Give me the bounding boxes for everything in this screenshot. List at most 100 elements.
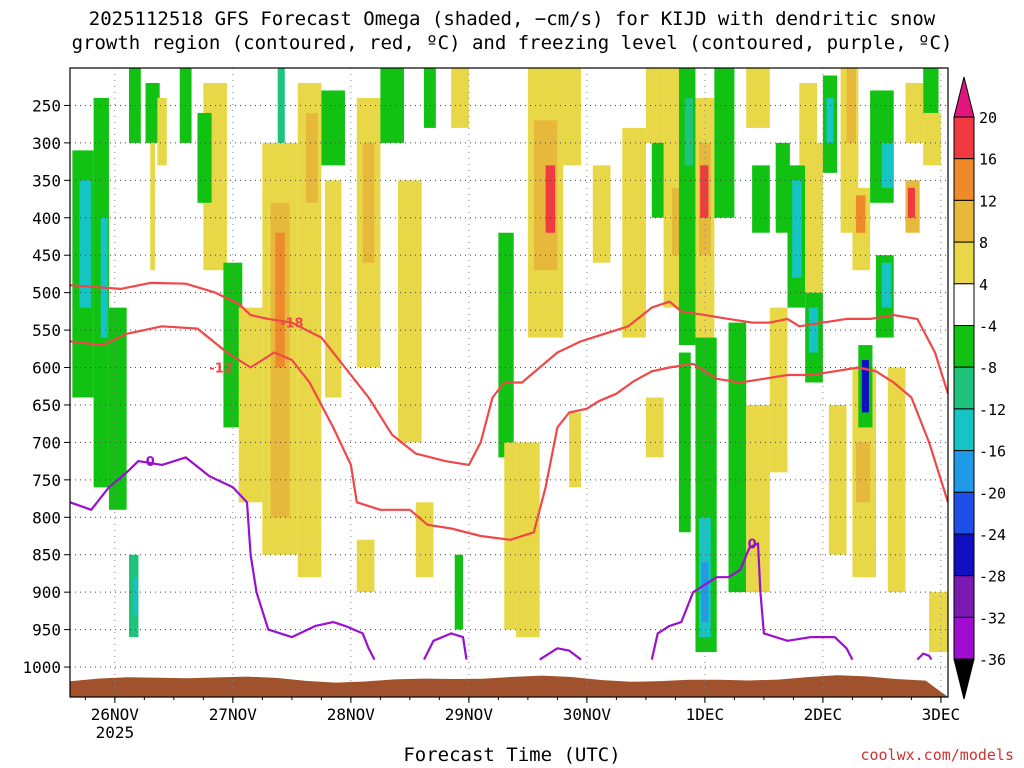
contours xyxy=(70,281,948,661)
omega-cell xyxy=(714,68,735,218)
freezing-contour-label: 0 xyxy=(748,537,757,552)
y-tick-label: 1000 xyxy=(22,658,61,677)
omega-cell xyxy=(545,165,556,233)
omega-cell xyxy=(504,442,517,630)
y-tick-label: 750 xyxy=(32,471,61,490)
y-tick-label: 300 xyxy=(32,134,61,153)
colorbar-swatch xyxy=(953,616,975,660)
omega-cell xyxy=(671,187,684,256)
omega-cell xyxy=(424,68,436,128)
x-tick-label: 2DEC xyxy=(804,705,843,724)
omega-cell xyxy=(275,232,285,368)
dgz-contour xyxy=(70,325,948,541)
omega-cell xyxy=(923,112,941,166)
y-tick-label: 250 xyxy=(32,96,61,115)
omega-cell xyxy=(398,180,422,443)
y-tick-label: 800 xyxy=(32,508,61,527)
colorbar-swatch xyxy=(953,366,975,410)
freezing-level-contour xyxy=(916,652,933,661)
omega-cell xyxy=(929,592,948,653)
colorbar-swatch xyxy=(953,491,975,535)
colorbar-swatch xyxy=(953,241,975,285)
omega-cell xyxy=(592,165,611,263)
omega-cell xyxy=(150,142,155,271)
omega-cell xyxy=(678,352,691,533)
x-tick-label: 26NOV xyxy=(91,705,140,724)
freezing-level-contour xyxy=(539,647,582,661)
y-tick-label: 650 xyxy=(32,396,61,415)
credit-text: coolwx.com/models xyxy=(860,746,1014,764)
omega-cell xyxy=(415,502,434,578)
colorbar-label: -12 xyxy=(979,401,1006,419)
omega-cell xyxy=(728,322,747,593)
colorbar-label: -20 xyxy=(979,484,1006,502)
omega-cell xyxy=(129,68,141,143)
x-tick-label: 29NOV xyxy=(445,705,494,724)
colorbar-label: 20 xyxy=(979,109,997,127)
y-tick-label: 900 xyxy=(32,583,61,602)
colorbar-swatch xyxy=(953,450,975,493)
omega-cell xyxy=(907,187,915,218)
omega-cell xyxy=(100,217,108,338)
ground-surface xyxy=(70,675,948,697)
dgz-contour-label: -18 xyxy=(280,317,304,332)
omega-cell xyxy=(805,142,823,293)
colorbar-label: -32 xyxy=(979,609,1006,627)
colorbar-label: 4 xyxy=(979,276,988,294)
colorbar-bottom-triangle xyxy=(953,658,975,700)
omega-cell xyxy=(855,195,866,233)
y-tick-label: 450 xyxy=(32,246,61,265)
y-tick-label: 350 xyxy=(32,171,61,190)
omega-cell xyxy=(145,82,160,143)
omega-cell xyxy=(846,68,856,143)
omega-cell xyxy=(775,142,790,233)
omega-cell xyxy=(133,577,138,615)
omega-cell xyxy=(297,82,322,578)
omega-cell xyxy=(380,68,404,143)
omega-cell xyxy=(881,262,892,308)
omega-cell xyxy=(855,442,871,503)
colorbar-label: -24 xyxy=(979,526,1006,544)
colorbar-legend: 20 16 12 8 4 -4 -8 -12 -16 -20 -24 -28 -32 -36 xyxy=(953,76,1006,700)
omega-cell xyxy=(808,307,819,353)
omega-cell xyxy=(197,112,212,203)
colorbar-label: -16 xyxy=(979,443,1006,461)
y-tick-label: 950 xyxy=(32,621,61,640)
y-tick-label: 550 xyxy=(32,321,61,340)
omega-cell xyxy=(792,180,802,278)
omega-cell xyxy=(752,165,770,233)
freezing-contour-label: 0 xyxy=(146,455,155,470)
colorbar-swatch xyxy=(953,116,975,160)
plot-frame xyxy=(69,67,949,698)
x-year-label: 2025 xyxy=(96,723,135,742)
omega-shading xyxy=(72,68,948,653)
omega-cell xyxy=(828,404,847,555)
freezing-level-contour xyxy=(650,542,854,661)
colorbar-swatch xyxy=(953,283,975,326)
colorbar-swatch xyxy=(953,158,975,201)
colorbar-top-triangle xyxy=(953,76,975,118)
y-tick-label: 850 xyxy=(32,546,61,565)
colorbar-label: 12 xyxy=(979,192,997,210)
omega-cell xyxy=(157,97,167,166)
omega-cell xyxy=(516,442,540,638)
colorbar-label: -36 xyxy=(979,651,1006,669)
contour-labels: -18 -12 0 0 xyxy=(146,317,757,553)
x-axis-label: Forecast Time (UTC) xyxy=(403,744,621,766)
y-tick-label: 500 xyxy=(32,284,61,303)
colorbar-label: -8 xyxy=(979,359,997,377)
x-tick-label: 28NOV xyxy=(327,705,376,724)
x-tick-label: 30NOV xyxy=(563,705,612,724)
colorbar-swatch xyxy=(953,325,975,368)
colorbar-label: 16 xyxy=(979,151,997,169)
chart-title-line-1: 2025112518 GFS Forecast Omega (shaded, −… xyxy=(88,8,936,30)
omega-cell xyxy=(700,165,709,218)
x-tick-label: 1DEC xyxy=(686,705,725,724)
dgz-contour-label: -12 xyxy=(209,362,233,377)
omega-cell xyxy=(826,97,834,143)
omega-cell xyxy=(881,142,894,188)
colorbar-label: -4 xyxy=(979,318,997,336)
colorbar-swatch xyxy=(953,533,975,577)
omega-cell xyxy=(108,307,127,510)
